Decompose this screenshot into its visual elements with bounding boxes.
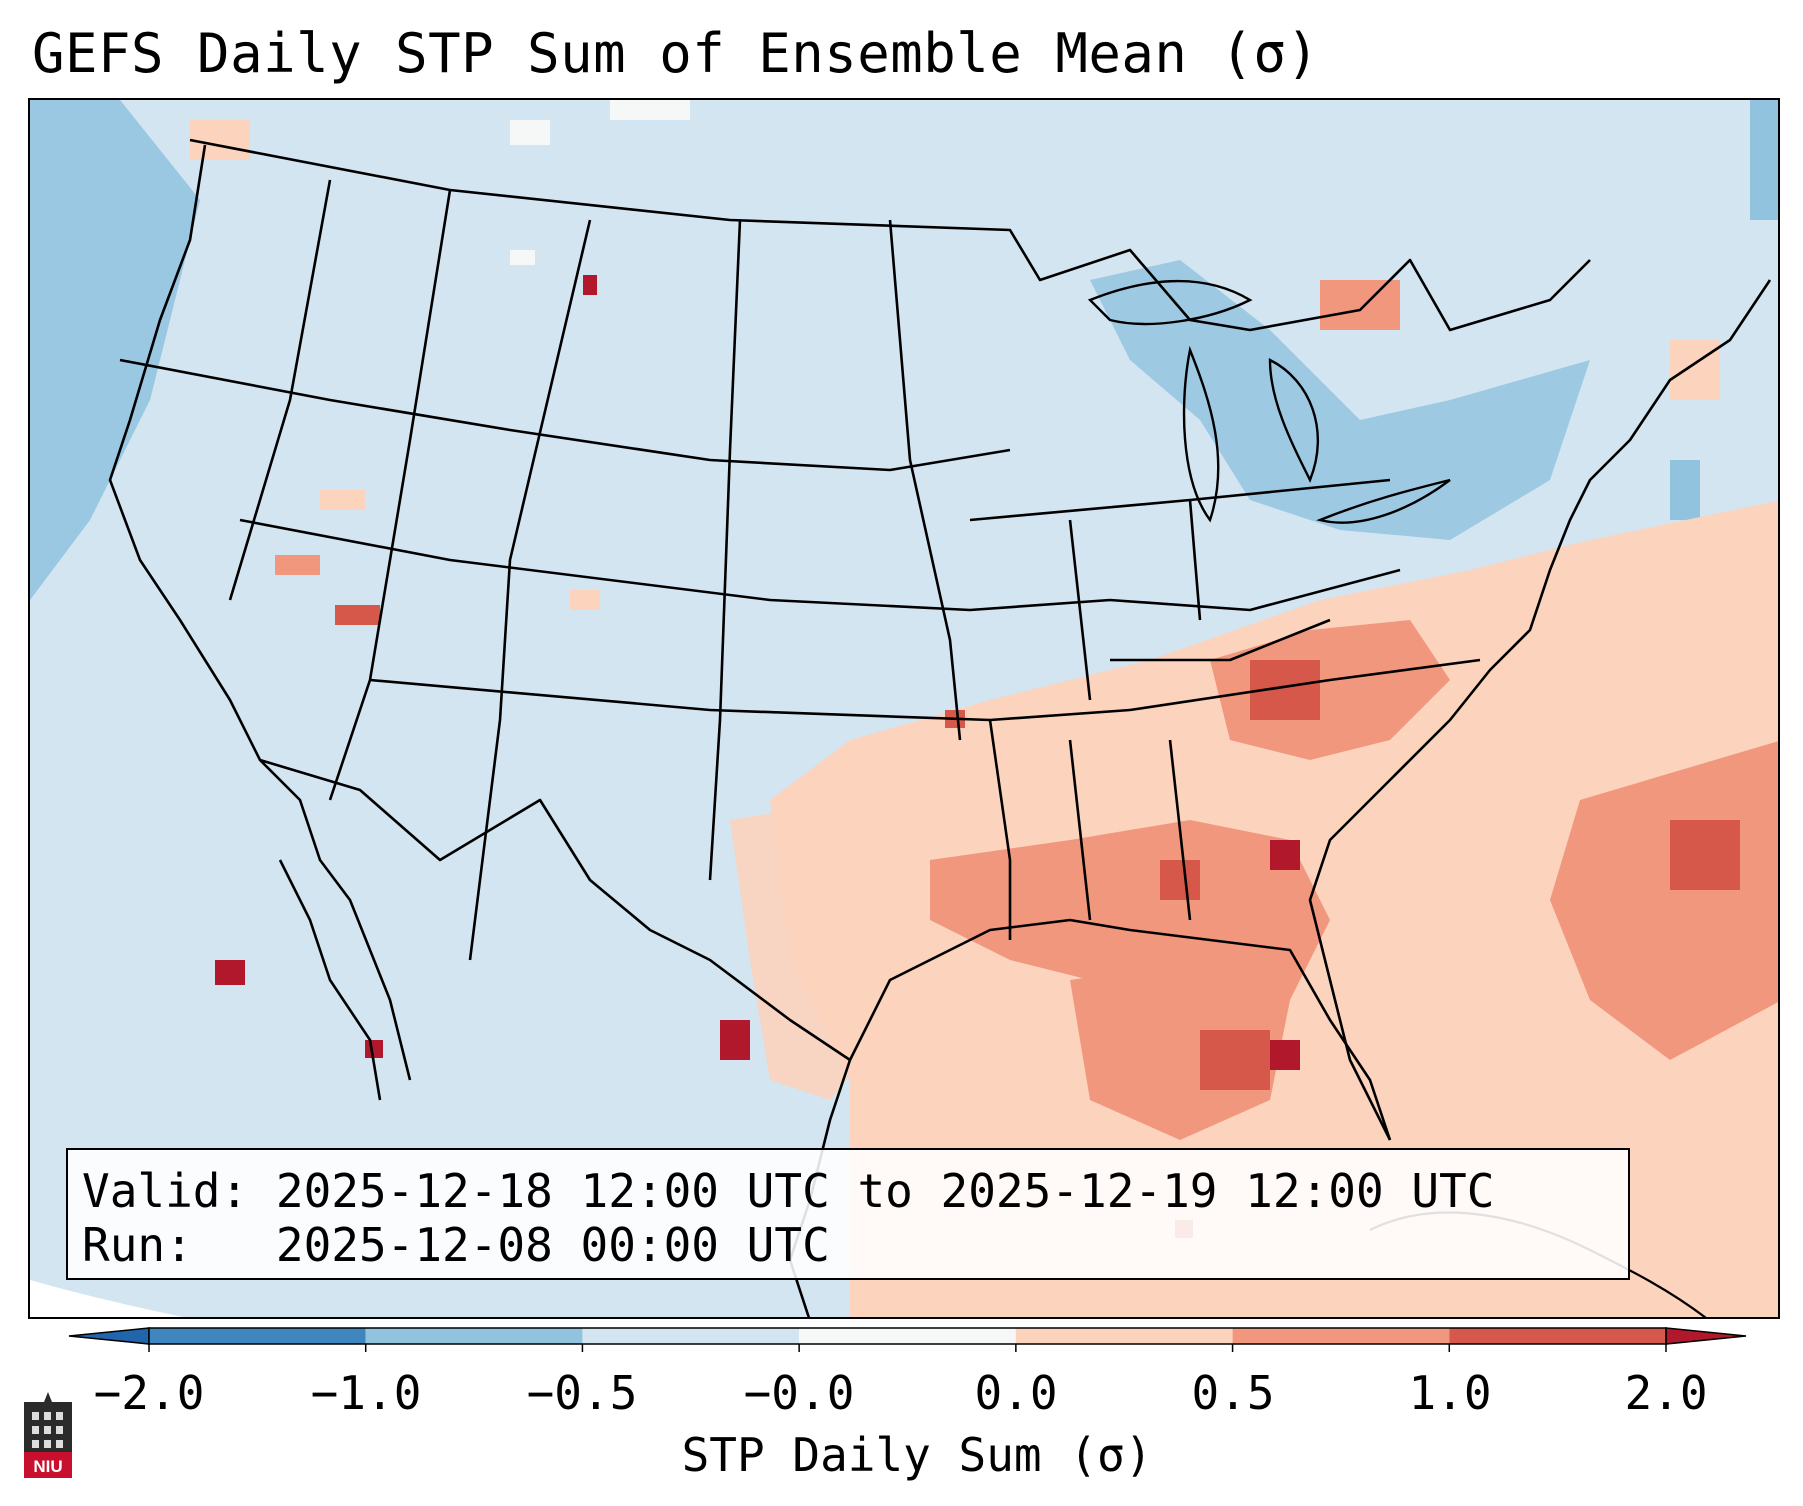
great-lakes-outline (1087, 279, 1451, 524)
colorbar-tick-label: 0.0 (974, 1366, 1058, 1420)
political-boundaries (108, 138, 1772, 1317)
scattered-anomaly-fleck (1320, 280, 1400, 330)
colorbar-label: STP Daily Sum (σ) (681, 1428, 1153, 1482)
near-zero-fleck (510, 120, 550, 145)
run-time: 2025-12-08 00:00 UTC (275, 1218, 830, 1272)
colorbar-segment (1232, 1328, 1450, 1344)
great-lakes-negative-anomaly (1090, 260, 1590, 540)
scattered-anomaly-fleck (1670, 340, 1720, 400)
colorbar-tick-label: 1.0 (1408, 1366, 1492, 1420)
colorbar (68, 1327, 1747, 1352)
strong-anomaly-core (215, 960, 245, 985)
scattered-anomaly-fleck (335, 605, 380, 625)
map-panel[interactable] (28, 98, 1780, 1319)
map-canvas (30, 100, 1778, 1317)
atlantic-fleck (1670, 460, 1700, 520)
colorbar-tick-label: 0.5 (1191, 1366, 1275, 1420)
scattered-anomaly-fleck (275, 555, 320, 575)
valid-range: 2025-12-18 12:00 UTC to 2025-12-19 12:00… (275, 1164, 1495, 1218)
colorbar-segment (799, 1328, 1016, 1344)
colorbar-segment (149, 1328, 366, 1344)
colorbar-under-extension (68, 1327, 150, 1345)
niu-logo: NIU (24, 1392, 72, 1478)
strong-anomaly-core (1270, 840, 1300, 870)
colorbar-segment (582, 1328, 800, 1344)
scattered-anomaly-fleck (570, 590, 600, 610)
scattered-anomaly-fleck (320, 490, 365, 510)
near-zero-fleck (510, 250, 535, 265)
near-zero-fleck (610, 100, 690, 120)
strong-anomaly-core (583, 275, 597, 295)
strong-anomaly-core (1270, 1040, 1300, 1070)
colorbar-segment (1449, 1328, 1666, 1344)
strong-anomaly-core (1160, 860, 1200, 900)
colorbar-tick-label: −1.0 (310, 1366, 422, 1420)
colorbar-segment (1015, 1328, 1233, 1344)
strong-anomaly-core (1670, 820, 1740, 890)
colorbar-tick-label: 2.0 (1624, 1366, 1708, 1420)
run-label: Run: (82, 1218, 193, 1272)
colorbar-tick-label: −0.0 (743, 1366, 855, 1420)
strong-anomaly-core (720, 1020, 750, 1060)
strong-anomaly-core (1200, 1030, 1270, 1090)
colorbar-segment (365, 1328, 583, 1344)
logo-text: NIU (33, 1457, 62, 1476)
chart-title: GEFS Daily STP Sum of Ensemble Mean (σ) (32, 22, 1320, 85)
colorbar-over-extension (1665, 1327, 1747, 1345)
scattered-anomaly-fleck (190, 120, 250, 160)
strong-anomaly-core (365, 1040, 383, 1058)
valid-label: Valid: (82, 1164, 249, 1218)
atlantic-fleck (1750, 100, 1778, 220)
texas-positive-anomaly (730, 800, 930, 1100)
pacific-negative-anomaly (30, 100, 200, 600)
carolinas-moderate-anomaly (1210, 620, 1450, 760)
colorbar-tick-label: −2.0 (93, 1366, 205, 1420)
colorbar-tick-label: −0.5 (526, 1366, 638, 1420)
colorbar-border (148, 1327, 1667, 1345)
gulf-moderate-anomaly (1070, 960, 1290, 1140)
valid-run-info-box: Valid: 2025-12-18 12:00 UTC to 2025-12-1… (66, 1148, 1630, 1280)
